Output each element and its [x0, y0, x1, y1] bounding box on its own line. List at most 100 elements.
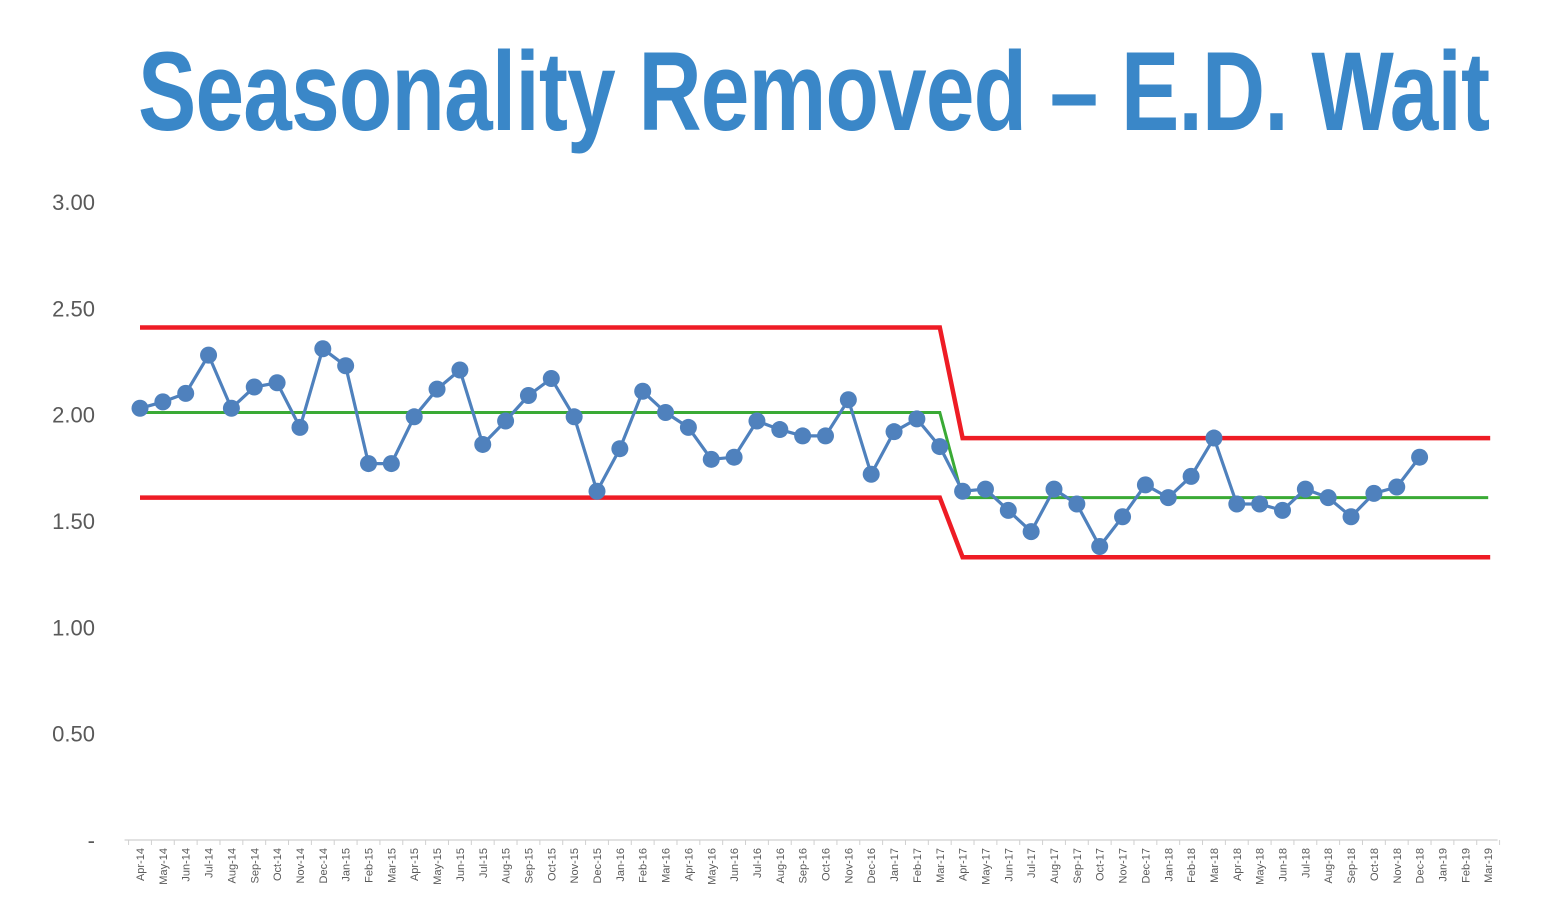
x-tick-label: Feb-19 — [1460, 848, 1472, 883]
data-point — [1228, 495, 1246, 513]
data-point — [474, 435, 492, 453]
x-tick-label: Aug-17 — [1049, 848, 1061, 883]
x-tick-label: Mar-19 — [1483, 848, 1495, 883]
x-tick-label: Feb-18 — [1186, 848, 1198, 883]
data-point — [862, 465, 880, 483]
average-line — [140, 411, 1489, 500]
x-tick-label: May-14 — [158, 848, 170, 885]
x-tick-label: Jul-16 — [752, 848, 764, 878]
x-tick-label: Mar-18 — [1209, 848, 1221, 883]
y-tick-label: 2.50 — [52, 296, 95, 321]
x-tick-label: Jan-17 — [889, 848, 901, 882]
data-point — [885, 423, 903, 441]
x-tick-label: May-17 — [980, 848, 992, 885]
upper-limit-line — [140, 325, 1491, 441]
data-point — [679, 418, 697, 436]
data-point — [931, 438, 949, 456]
x-tick-label: Dec-15 — [592, 848, 604, 883]
x-tick-label: Jan-15 — [341, 848, 353, 882]
x-tick-label: Oct-18 — [1369, 848, 1381, 881]
data-point — [1068, 495, 1086, 513]
x-tick-label: Oct-14 — [272, 848, 284, 881]
x-tick-label: Nov-15 — [569, 848, 581, 883]
data-point — [497, 412, 515, 430]
x-tick-label: Nov-18 — [1392, 848, 1404, 883]
data-point — [908, 410, 926, 428]
data-point — [177, 384, 195, 402]
x-tick-label: Jan-16 — [615, 848, 627, 882]
data-point — [794, 427, 812, 445]
data-point — [725, 448, 743, 466]
data-point — [1251, 495, 1269, 513]
data-point — [954, 482, 972, 500]
x-tick-label: Jul-17 — [1026, 848, 1038, 878]
y-tick-label: - — [88, 828, 95, 853]
y-tick-label: 0.50 — [52, 722, 95, 747]
x-tick-label: Apr-18 — [1232, 848, 1244, 881]
data-series-line — [139, 347, 1421, 549]
data-point — [1045, 480, 1063, 498]
data-point — [1342, 508, 1360, 526]
data-point — [291, 418, 309, 436]
x-tick-label: Oct-17 — [1095, 848, 1107, 881]
data-point — [1274, 501, 1291, 519]
data-point — [1319, 489, 1337, 507]
x-tick-label: Dec-14 — [318, 848, 330, 883]
data-point — [222, 399, 240, 417]
x-tick-label: Mar-17 — [935, 848, 947, 883]
x-tick-label: Apr-14 — [135, 848, 147, 881]
data-point — [519, 387, 537, 405]
y-tick-label: 1.00 — [52, 615, 95, 640]
x-tick-label: Jun-17 — [1003, 848, 1015, 882]
x-tick-label: Oct-15 — [546, 848, 558, 881]
x-tick-label: Jun-14 — [181, 848, 193, 882]
x-tick-label: Feb-16 — [638, 848, 650, 883]
data-point — [1205, 429, 1223, 447]
x-tick-label: Nov-17 — [1118, 848, 1130, 883]
data-point — [360, 455, 377, 473]
y-tick-label: 1.50 — [52, 509, 95, 534]
y-axis-ticks: - 0.50 1.00 1.50 2.00 2.50 3.00 — [52, 190, 95, 853]
x-tick-label: Mar-15 — [386, 848, 398, 883]
lower-limit-line — [140, 495, 1491, 560]
x-tick-label: Dec-17 — [1140, 848, 1152, 883]
data-point — [314, 340, 332, 358]
x-tick-label: Oct-16 — [821, 848, 833, 881]
x-tick-label: Jun-15 — [455, 848, 467, 882]
x-tick-label: Aug-18 — [1323, 848, 1335, 883]
data-point — [999, 501, 1017, 519]
x-tick-label: Jul-15 — [478, 848, 490, 878]
x-axis-ticks: Apr-14 May-14 Jun-14 Jul-14 Aug-14 Sep-14 Oct-… — [135, 848, 1495, 885]
data-point — [451, 361, 469, 379]
x-tick-label: May-15 — [432, 848, 444, 885]
x-tick-label: Sep-15 — [523, 848, 535, 883]
x-tick-label: Jan-18 — [1163, 848, 1175, 882]
x-tick-label: Aug-16 — [775, 848, 787, 883]
x-tick-label: Aug-14 — [226, 848, 238, 883]
data-point — [565, 408, 583, 426]
x-tick-label: Sep-17 — [1072, 848, 1084, 883]
data-point — [748, 412, 766, 430]
x-tick-label: Jul-14 — [204, 848, 216, 878]
data-point — [1159, 489, 1177, 507]
x-tick-label: Feb-15 — [364, 848, 376, 883]
data-point — [1388, 478, 1406, 496]
data-point — [337, 357, 355, 375]
x-tick-label: Aug-15 — [501, 848, 513, 883]
data-point — [405, 408, 423, 426]
data-point — [634, 382, 652, 400]
data-point — [976, 480, 994, 498]
data-point — [1022, 523, 1040, 541]
x-tick-label: Jun-18 — [1278, 848, 1290, 882]
data-point — [839, 391, 857, 409]
data-point — [1114, 508, 1132, 526]
x-tick-label: Sep-14 — [249, 848, 261, 883]
data-point — [245, 378, 263, 396]
data-point — [1091, 538, 1109, 556]
data-point — [588, 482, 606, 500]
x-tick-label: Jul-18 — [1300, 848, 1312, 878]
x-tick-label: Sep-18 — [1346, 848, 1358, 883]
x-tick-label: May-18 — [1255, 848, 1267, 885]
data-point — [542, 370, 560, 388]
